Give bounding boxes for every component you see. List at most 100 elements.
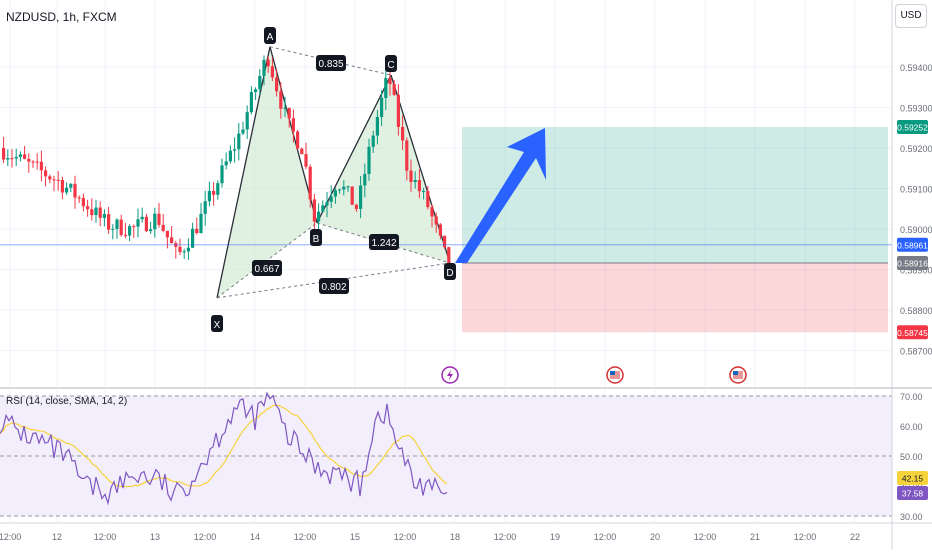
candle-body [312,199,316,222]
rsi-legend[interactable]: RSI (14, close, SMA, 14, 2) [6,396,128,407]
candle-body [296,131,300,149]
rsi-sma-line [0,404,448,488]
symbol-title[interactable]: NZDUSD, 1h, FXCM [6,10,117,24]
candle-body [191,228,195,248]
price-tag-label: 0.58961 [897,240,928,250]
pattern-ratio-line [316,222,451,264]
candle-body [249,92,253,113]
candle-body [23,154,27,159]
time-tick-label: 12:00 [494,532,517,542]
candle-body [39,161,43,171]
candle-body [6,158,10,160]
candle-body [73,183,77,198]
rsi-value-tag [897,486,928,500]
candle-body [60,180,64,193]
candle-body [14,156,18,159]
price-tick-label: 0.59400 [900,63,932,73]
price-tag [897,237,928,252]
time-tick-label: 14 [250,532,260,542]
flag-canton [733,371,738,375]
candle-body [346,186,350,188]
candle-body [186,247,190,252]
time-tick-label: 12:00 [394,532,417,542]
candle-body [153,213,157,230]
time-tick-label: 12:00 [194,532,217,542]
candle-body [161,224,165,231]
price-tick-label: 0.59200 [900,144,932,154]
price-tick-label: 0.59300 [900,104,932,114]
time-tick-label: 12:00 [0,532,21,542]
rsi-tick-label: 70.00 [900,392,923,402]
candle-body [270,66,274,78]
candle-body [329,196,333,202]
candle-body [426,190,430,208]
time-tick-label: 18 [450,532,460,542]
candle-body [98,207,102,218]
currency-button[interactable]: USD [895,4,927,28]
candle-body [115,219,119,229]
candle-body [207,190,211,202]
ratio-badge [316,55,346,71]
candle-body [111,228,115,230]
point-label-d: D [446,268,453,279]
point-badge [385,55,397,72]
candle-body [375,116,379,136]
target-arrow[interactable] [455,128,546,263]
candle-body [342,186,346,190]
price-tick-label: 0.59000 [900,225,932,235]
candle-body [157,213,161,225]
candle-body [86,206,90,210]
point-badge [444,263,456,280]
candle-body [165,230,169,238]
event-markers[interactable] [441,366,747,384]
point-label-c: C [387,60,394,71]
candle-body [405,140,409,171]
candle-body [119,219,123,235]
us-flag-icon[interactable] [606,366,624,384]
long-position-tool[interactable] [462,126,888,333]
candle-body [275,77,279,92]
pattern-leg [316,74,392,224]
candle-body [233,149,237,151]
up-arrow-icon [455,128,546,263]
time-tick-label: 22 [850,532,860,542]
candle-body [258,76,262,90]
time-tick-label: 12:00 [294,532,317,542]
candle-body [56,179,60,181]
candle-body [384,77,388,98]
candle-body [237,133,241,150]
candle-body [212,190,216,195]
candle-body [354,204,358,209]
candle-body [178,246,182,252]
candle-body [434,216,438,225]
harmonic-pattern[interactable] [216,46,451,299]
us-flag-icon[interactable] [729,366,747,384]
candle-body [338,189,342,191]
candle-body [2,148,6,160]
point-badge [211,315,223,332]
candle-body [363,173,367,186]
candle-body [254,89,258,93]
lightning-icon[interactable] [441,366,459,384]
candle-body [287,107,291,119]
candle-body [140,216,144,220]
price-tag-label: 0.58745 [897,328,928,338]
ratio-label: 1.242 [371,238,396,249]
candle-body [392,84,396,95]
candle-body [224,161,228,166]
candle-body [123,234,127,236]
candle-body [170,237,174,244]
candle-body [321,205,325,212]
candle-body [350,186,354,205]
candle-body [44,170,48,177]
time-tick-label: 12:00 [794,532,817,542]
candle-body [413,180,417,183]
point-label-a: A [267,32,274,43]
point-badge [310,229,322,246]
flag-canton [610,371,615,375]
candle-body [447,247,451,265]
candle-body [417,180,421,192]
